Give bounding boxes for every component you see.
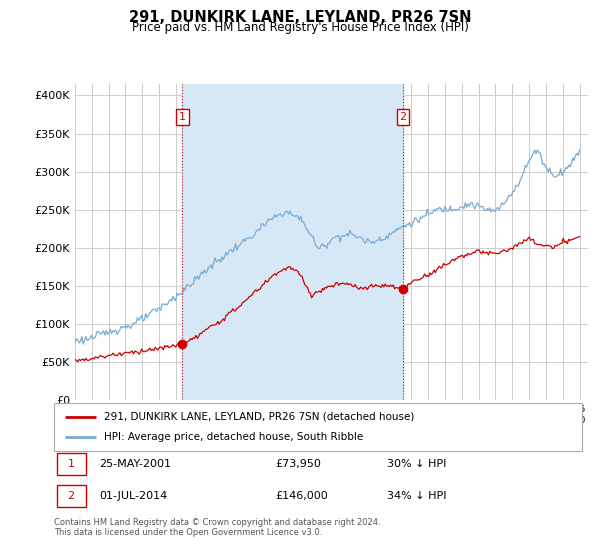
Text: 01-JUL-2014: 01-JUL-2014 <box>99 491 167 501</box>
Bar <box>56 485 86 507</box>
Text: 291, DUNKIRK LANE, LEYLAND, PR26 7SN: 291, DUNKIRK LANE, LEYLAND, PR26 7SN <box>129 10 471 25</box>
Text: 30% ↓ HPI: 30% ↓ HPI <box>386 459 446 469</box>
Text: £73,950: £73,950 <box>276 459 322 469</box>
Text: Price paid vs. HM Land Registry's House Price Index (HPI): Price paid vs. HM Land Registry's House … <box>131 21 469 34</box>
Bar <box>56 453 86 475</box>
Text: 1: 1 <box>68 459 74 469</box>
Bar <box>182 84 403 400</box>
Text: 1: 1 <box>179 112 186 122</box>
Text: 291, DUNKIRK LANE, LEYLAND, PR26 7SN (detached house): 291, DUNKIRK LANE, LEYLAND, PR26 7SN (de… <box>104 412 415 422</box>
Text: 2: 2 <box>68 491 75 501</box>
Text: Contains HM Land Registry data © Crown copyright and database right 2024.
This d: Contains HM Land Registry data © Crown c… <box>54 518 380 538</box>
Text: HPI: Average price, detached house, South Ribble: HPI: Average price, detached house, Sout… <box>104 432 364 442</box>
Text: 2: 2 <box>400 112 407 122</box>
Text: 34% ↓ HPI: 34% ↓ HPI <box>386 491 446 501</box>
Text: £146,000: £146,000 <box>276 491 329 501</box>
Text: 25-MAY-2001: 25-MAY-2001 <box>99 459 171 469</box>
